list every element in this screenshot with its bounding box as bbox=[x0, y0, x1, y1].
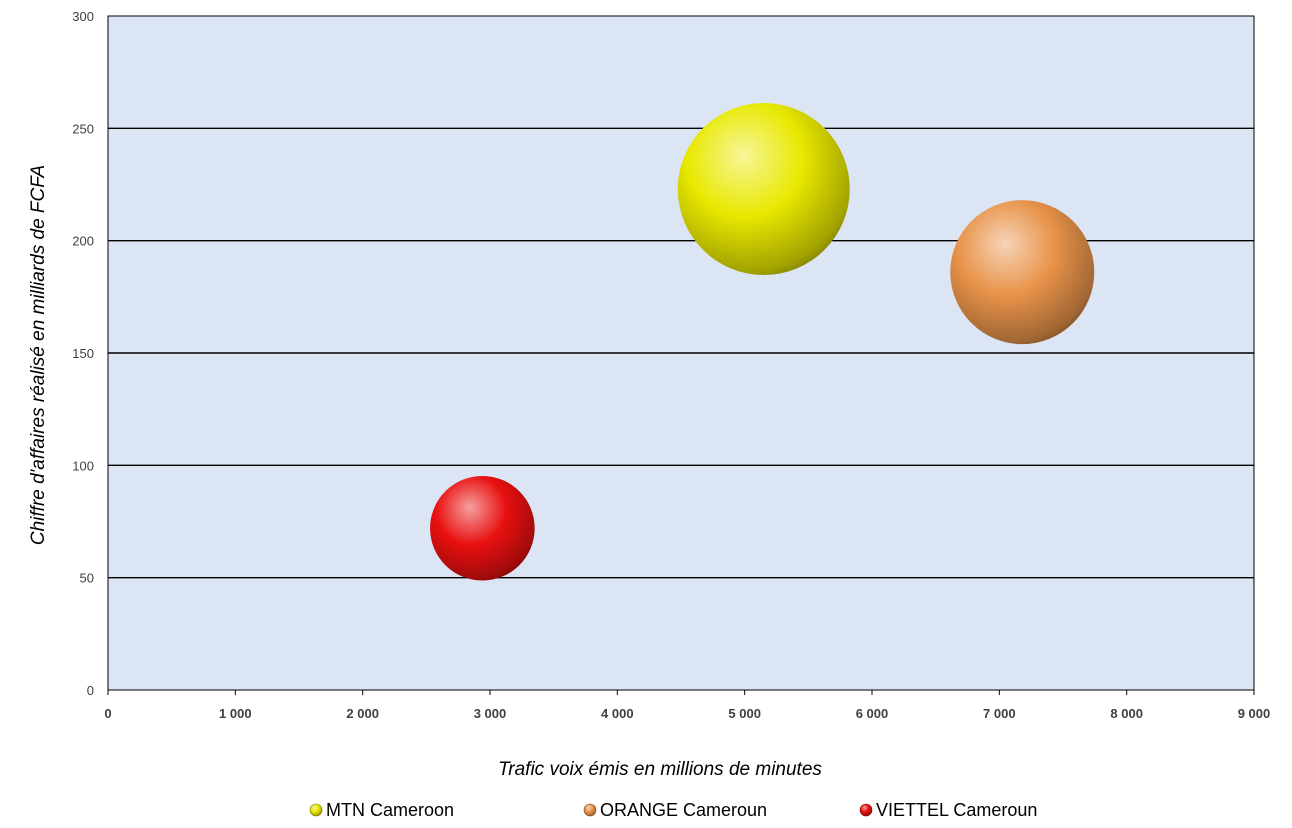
bubble-mtn bbox=[677, 102, 850, 275]
legend-label: VIETTEL Cameroun bbox=[876, 800, 1037, 820]
x-tick-label: 9 000 bbox=[1238, 706, 1271, 721]
y-tick-label: 250 bbox=[72, 121, 94, 136]
legend-label: ORANGE Cameroun bbox=[600, 800, 767, 820]
bubble-viettel bbox=[430, 475, 535, 581]
y-tick-label: 300 bbox=[72, 9, 94, 24]
x-tick-label: 8 000 bbox=[1110, 706, 1143, 721]
y-axis-title: Chiffre d'affaires réalisé en milliards … bbox=[28, 165, 49, 545]
x-tick-label: 5 000 bbox=[728, 706, 761, 721]
legend-marker bbox=[583, 803, 597, 817]
bubble-orange bbox=[950, 200, 1095, 345]
legend-label: MTN Cameroon bbox=[326, 800, 454, 820]
legend: MTN Cameroon ORANGE Cameroun VIETTEL Camer… bbox=[309, 800, 1037, 820]
x-tick-label: 4 000 bbox=[601, 706, 634, 721]
y-tick-label: 200 bbox=[72, 234, 94, 249]
bubbles bbox=[430, 102, 1095, 581]
legend-marker bbox=[859, 803, 873, 817]
y-axis-ticks: 0 50 100 150 200 250 300 bbox=[72, 9, 94, 698]
x-tick-label: 6 000 bbox=[856, 706, 889, 721]
x-tick-label: 1 000 bbox=[219, 706, 252, 721]
legend-marker bbox=[309, 803, 323, 817]
x-tick-label: 2 000 bbox=[346, 706, 379, 721]
y-tick-label: 50 bbox=[80, 571, 94, 586]
x-tick-label: 0 bbox=[104, 706, 111, 721]
x-tick-label: 3 000 bbox=[474, 706, 507, 721]
gridlines bbox=[108, 127, 1254, 579]
y-tick-label: 150 bbox=[72, 346, 94, 361]
x-axis-title: Trafic voix émis en millions de minutes bbox=[498, 759, 822, 780]
y-tick-label: 100 bbox=[72, 458, 94, 473]
x-axis-ticks: 0 1 000 2 000 3 000 4 000 5 000 6 000 7 000 8 00… bbox=[104, 690, 1270, 721]
y-tick-label: 0 bbox=[87, 683, 94, 698]
x-tick-label: 7 000 bbox=[983, 706, 1016, 721]
